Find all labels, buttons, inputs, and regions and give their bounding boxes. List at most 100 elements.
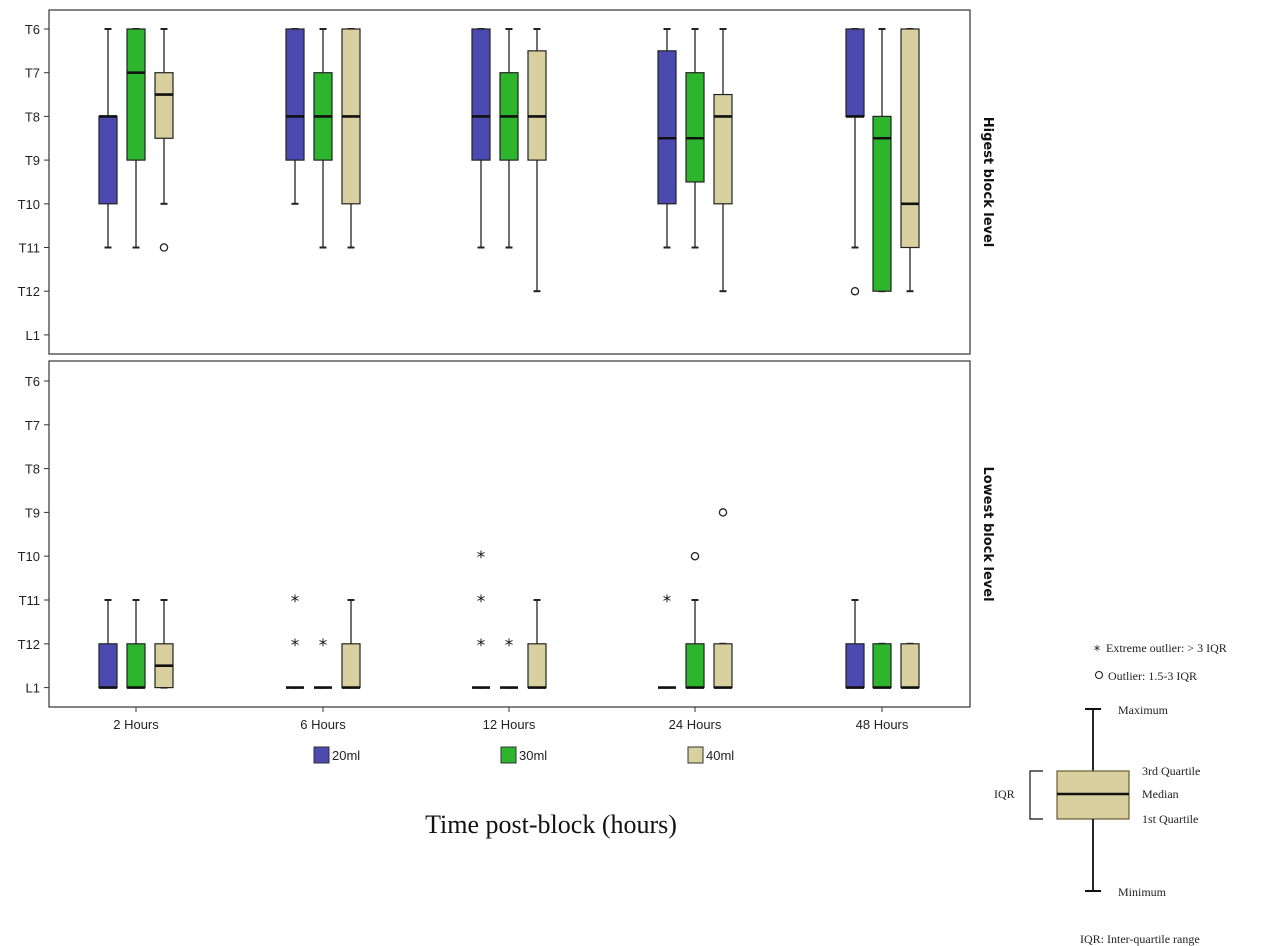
legend-item-20ml: 20ml [313,746,360,764]
box-12-hours-20ml [471,28,491,249]
key-minimum-label: Minimum [1118,885,1167,899]
legend-swatch [313,746,330,764]
panel-label: Lowest block level [980,466,995,601]
y-tick-label: T12 [18,284,40,299]
y-tick-label: T9 [25,505,40,520]
box-6-hours-40ml [341,28,361,249]
box-6-hours-20ml [285,28,305,205]
iqr-box [713,643,733,689]
iqr-box [341,643,361,689]
box-48-hours-20ml [845,28,865,296]
key-outlier-symbol [1094,670,1104,680]
panel-label: Higest block level [980,117,995,248]
box-48-hours-40ml [900,28,920,293]
y-tick-label: T6 [25,374,40,389]
iqr-box [527,50,547,161]
box-6-hours-40ml [341,599,361,689]
key-extreme-symbol: * [1094,644,1101,659]
iqr-box [900,28,920,249]
legend-item-40ml: 40ml [687,746,734,764]
y-tick-label: T10 [18,197,40,212]
legend-swatch [687,746,704,764]
iqr-box [872,115,892,292]
legend-label: 20ml [332,748,360,763]
y-tick-label: T8 [25,462,40,477]
box-6-hours-30ml: * [314,636,332,689]
iqr-box [285,28,305,161]
x-axis-title: Time post-block (hours) [425,810,677,839]
y-tick-label: L1 [26,681,40,696]
y-tick-label: T8 [25,109,40,124]
box-2-hours-40ml [154,28,174,252]
box-24-hours-30ml [685,28,705,249]
x-axis: 2 Hours 6 Hours 12 Hours 24 Hours 48 Hours [113,707,909,732]
extreme-point: * [319,636,328,656]
iqr-box [900,643,920,689]
y-tick-label: T11 [19,241,40,256]
iqr-box [845,28,865,118]
box-24-hours-20ml [657,28,677,249]
box-2-hours-30ml [126,28,146,249]
y-tick-label: T11 [19,593,40,608]
box-24-hours-20ml: * [658,592,676,689]
outlier-point [718,508,728,517]
box-2-hours-40ml [154,599,174,689]
legend-label: 40ml [706,748,734,763]
outlier-point [850,286,860,296]
x-tick-label: 6 Hours [300,717,346,732]
x-tick-label: 48 Hours [856,717,909,732]
key-iqr-bracket [1029,770,1043,820]
extreme-point: * [477,592,486,612]
extreme-point: * [505,636,514,656]
key-outlier-label: Outlier: 1.5-3 IQR [1108,669,1197,683]
box-48-hours-20ml [845,599,865,689]
box-6-hours-30ml [313,28,333,249]
box-24-hours-40ml [713,28,733,293]
key-median-label: Median [1142,787,1179,801]
key-footnote: IQR: Inter-quartile range [1080,932,1200,946]
box-2-hours-20ml [98,599,118,689]
iqr-box [713,93,733,205]
iqr-box [872,643,892,689]
panel-highest: T6 T7 T8 T9 T10 T11 T12 L1 Higest block level [18,9,995,355]
key-extreme-label: Extreme outlier: > 3 IQR [1106,641,1227,655]
iqr-box [98,115,118,205]
key-q3-label: 3rd Quartile [1142,764,1200,778]
box-12-hours-20ml: * * * [472,548,490,689]
box-48-hours-30ml [872,642,892,689]
box-12-hours-30ml: * [500,636,518,689]
iqr-box [845,643,865,689]
box-12-hours-40ml [527,599,547,689]
x-tick-label: 12 Hours [483,717,536,732]
panel-frame [48,360,971,708]
outlier-point [159,243,169,252]
box-2-hours-30ml [126,599,146,689]
boxplot-key: * Extreme outlier: > 3 IQR Outlier: 1.5-3 … [994,641,1227,946]
outlier-point [690,551,700,561]
legend: 20ml 30ml 40ml [313,746,734,764]
y-tick-label: T7 [25,418,40,433]
key-q1-label: 1st Quartile [1142,812,1198,826]
iqr-box [126,28,146,161]
x-tick-label: 24 Hours [669,717,722,732]
key-iqr-label: IQR [994,787,1015,801]
box-48-hours-30ml [872,28,892,293]
iqr-box [527,643,547,689]
box-12-hours-30ml [499,28,519,249]
box-24-hours-30ml [685,551,705,689]
extreme-point: * [477,548,486,568]
iqr-box [657,50,677,205]
box-48-hours-40ml [900,642,920,689]
box-2-hours-20ml [98,28,118,249]
legend-swatch [500,746,517,764]
y-tick-label: T10 [18,549,40,564]
iqr-box [471,28,491,161]
extreme-point: * [477,636,486,656]
y-tick-label: L1 [26,328,40,343]
extreme-point: * [663,592,672,612]
extreme-point: * [291,636,300,656]
y-tick-label: T12 [18,637,40,652]
